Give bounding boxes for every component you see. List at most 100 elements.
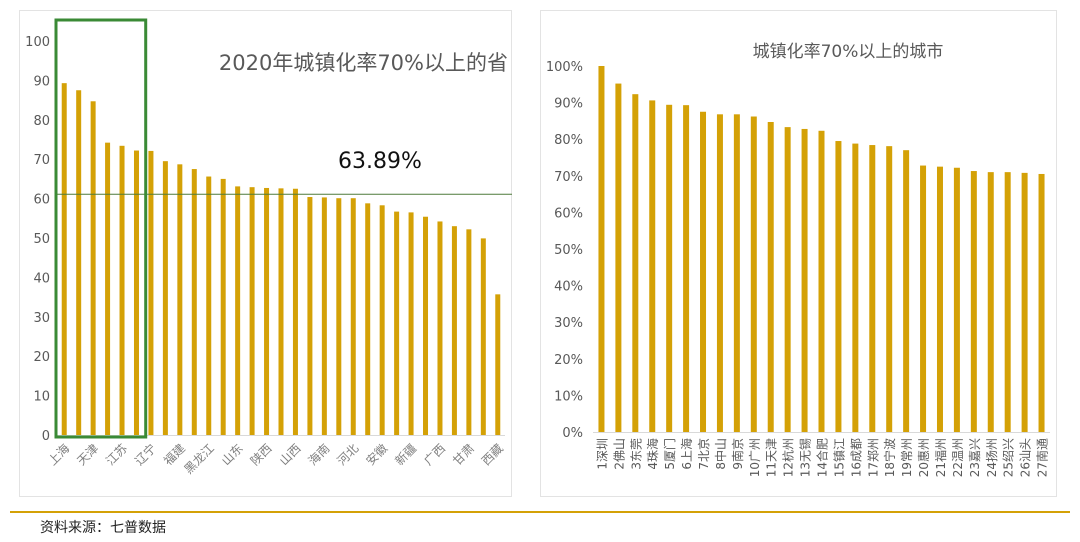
- bar-湖北: [249, 187, 255, 435]
- y-tick-label: 80: [33, 114, 50, 129]
- y-tick-label: 90: [33, 74, 50, 89]
- left-chart-title: 2020年城镇化率70%以上的省: [219, 51, 508, 75]
- bar-5厦门: [666, 104, 673, 433]
- x-tick-label: 江苏: [103, 441, 130, 468]
- y-tick-label: 10: [33, 390, 50, 405]
- bar-江苏: [119, 145, 125, 435]
- x-tick-label: 10广州: [748, 438, 762, 477]
- bar-7北京: [700, 111, 707, 432]
- y-tick-label: 40%: [554, 280, 583, 295]
- bar-27南通: [1038, 173, 1045, 432]
- bar-北京: [76, 90, 82, 435]
- bar-25绍兴: [1004, 172, 1011, 432]
- y-tick-label: 20%: [554, 353, 583, 368]
- x-tick-label: 新疆: [392, 441, 420, 469]
- bar-江西: [307, 197, 313, 435]
- y-tick-label: 60%: [554, 206, 583, 221]
- y-tick-label: 60: [33, 193, 50, 208]
- x-tick-label: 19常州: [900, 438, 914, 477]
- x-tick-label: 2佛山: [612, 438, 626, 470]
- x-tick-label: 15镇江: [832, 438, 846, 477]
- bar-17郑州: [869, 145, 876, 432]
- y-tick-label: 80%: [554, 133, 583, 148]
- bar-安徽: [379, 205, 385, 435]
- bar-黑龙江: [206, 176, 212, 435]
- x-tick-label: 1深圳: [595, 438, 609, 470]
- y-tick-label: 90%: [554, 97, 583, 112]
- y-tick-label: 20: [33, 350, 50, 365]
- bar-20惠州: [920, 165, 927, 432]
- x-tick-label: 天津: [74, 441, 101, 468]
- x-tick-label: 25绍兴: [1002, 438, 1016, 477]
- x-tick-label: 5厦门: [662, 438, 677, 470]
- y-tick-label: 50%: [554, 243, 583, 258]
- bar-青海: [336, 198, 342, 435]
- bar-福建: [177, 164, 183, 435]
- y-tick-label: 100%: [546, 60, 583, 75]
- y-tick-label: 50: [33, 232, 50, 247]
- source-note: 资料来源：七普数据: [40, 520, 166, 536]
- x-tick-label: 西藏: [479, 441, 506, 468]
- bar-河南: [423, 216, 429, 435]
- x-tick-label: 陕西: [247, 441, 275, 469]
- left-chart: 0102030405060708090100上海 天津 江苏 辽宁 福建黑龙江 山东 陕西山…: [25, 18, 512, 477]
- x-tick-label: 4珠海: [645, 438, 660, 470]
- x-tick-label: 22温州: [951, 438, 965, 477]
- bar-宁夏: [220, 178, 226, 435]
- bar-24扬州: [987, 172, 994, 432]
- bar-8中山: [716, 114, 723, 432]
- bar-19常州: [903, 150, 910, 432]
- right-chart-frame: [540, 10, 1057, 497]
- bar-12杭州: [784, 127, 791, 432]
- bar-山东: [235, 186, 241, 435]
- bar-1深圳: [598, 66, 605, 432]
- bar-新疆: [408, 212, 414, 435]
- x-tick-label: 12杭州: [781, 438, 796, 477]
- bar-14合肥: [818, 130, 825, 433]
- bar-浙江: [133, 150, 139, 436]
- bar-上海: [61, 83, 67, 436]
- bar-贵州: [480, 238, 486, 435]
- bar-内蒙古: [191, 169, 197, 436]
- bar-天津: [90, 101, 96, 436]
- bar-15镇江: [835, 141, 842, 432]
- bar-23嘉兴: [970, 171, 977, 433]
- bar-22温州: [953, 167, 960, 433]
- bar-26汕头: [1021, 172, 1028, 432]
- bar-13无锡: [801, 128, 808, 432]
- bar-9南京: [733, 114, 740, 432]
- x-tick-label: 23嘉兴: [968, 438, 982, 477]
- x-tick-label: 17郑州: [865, 438, 880, 477]
- y-tick-label: 70%: [554, 170, 583, 185]
- x-tick-label: 3东莞: [629, 438, 643, 470]
- x-tick-label: 7北京: [697, 438, 711, 470]
- x-tick-label: 21福州: [933, 438, 948, 477]
- x-tick-label: 18宁波: [882, 438, 897, 477]
- bar-11天津: [767, 121, 774, 433]
- reference-line-label: 63.89%: [338, 149, 422, 174]
- x-tick-label: 甘肃: [450, 441, 477, 468]
- y-tick-label: 70: [33, 153, 50, 168]
- bar-陕西: [264, 187, 270, 435]
- y-tick-label: 40: [33, 271, 50, 286]
- x-tick-label: 黑龙江: [181, 441, 216, 476]
- bar-16成都: [852, 143, 859, 433]
- x-tick-label: 20惠州: [917, 438, 931, 477]
- x-tick-label: 9南京: [730, 438, 745, 470]
- x-tick-label: 14合肥: [815, 438, 830, 477]
- right-chart: 0% 10% 20% 30% 40% 50% 60% 70% 80% 90% 100% 1深圳 2佛山 3…: [546, 60, 1050, 477]
- bar-河北: [350, 198, 356, 435]
- bar-吉林: [278, 188, 284, 435]
- bar-10广州: [750, 116, 757, 433]
- y-tick-label: 30%: [554, 316, 583, 331]
- x-tick-label: 河北: [334, 441, 361, 468]
- x-tick-label: 6上海: [679, 438, 694, 470]
- y-tick-label: 30: [33, 311, 50, 326]
- bar-湖南: [365, 203, 371, 435]
- y-tick-label: 100: [25, 35, 50, 50]
- x-tick-label: 辽宁: [131, 441, 159, 469]
- x-tick-label: 广西: [421, 441, 448, 468]
- x-tick-label: 8中山: [713, 438, 728, 470]
- bar-4珠海: [649, 100, 656, 433]
